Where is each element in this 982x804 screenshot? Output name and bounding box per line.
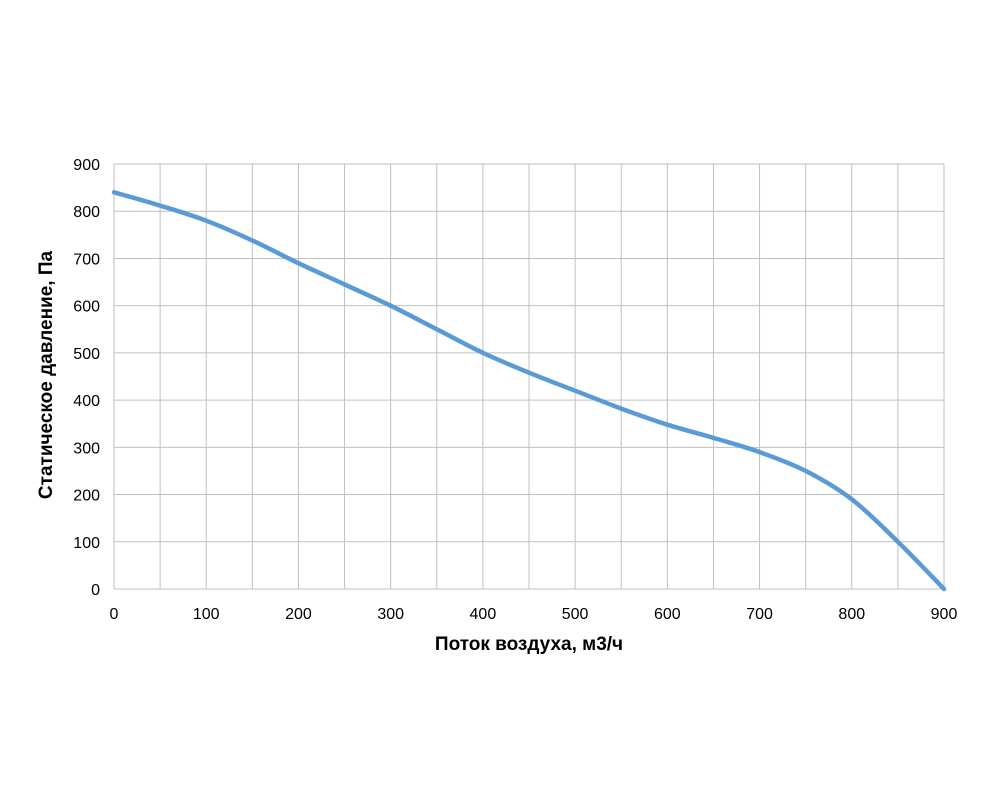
y-tick-label: 900 <box>73 157 100 174</box>
x-tick-label: 100 <box>193 606 220 623</box>
y-tick-label: 200 <box>73 488 100 505</box>
x-tick-label: 800 <box>838 606 865 623</box>
x-tick-label: 600 <box>654 606 681 623</box>
y-tick-label: 500 <box>73 346 100 363</box>
y-tick-label: 400 <box>73 393 100 410</box>
series-layer <box>111 190 947 592</box>
x-axis-title: Поток воздуха, м3/ч <box>435 634 623 655</box>
x-tick-label: 400 <box>470 606 497 623</box>
series-line <box>111 190 947 592</box>
y-axis-ticks: 0 100 200 300 400 500 600 700 800 900 <box>73 157 100 599</box>
y-tick-label: 0 <box>91 582 100 599</box>
x-axis-ticks: 0 100 200 300 400 500 600 700 800 900 <box>110 606 958 623</box>
y-tick-label: 300 <box>73 440 100 457</box>
x-tick-label: 700 <box>746 606 773 623</box>
x-tick-label: 300 <box>377 606 404 623</box>
x-tick-label: 900 <box>931 606 958 623</box>
grid-lines <box>113 163 945 590</box>
y-tick-label: 100 <box>73 535 100 552</box>
x-tick-label: 500 <box>562 606 589 623</box>
x-tick-label: 0 <box>110 606 119 623</box>
y-tick-label: 800 <box>73 204 100 221</box>
y-tick-label: 600 <box>73 299 100 316</box>
y-axis-title: Статическое давление, Па <box>36 250 57 499</box>
x-tick-label: 200 <box>285 606 312 623</box>
y-tick-label: 700 <box>73 251 100 268</box>
